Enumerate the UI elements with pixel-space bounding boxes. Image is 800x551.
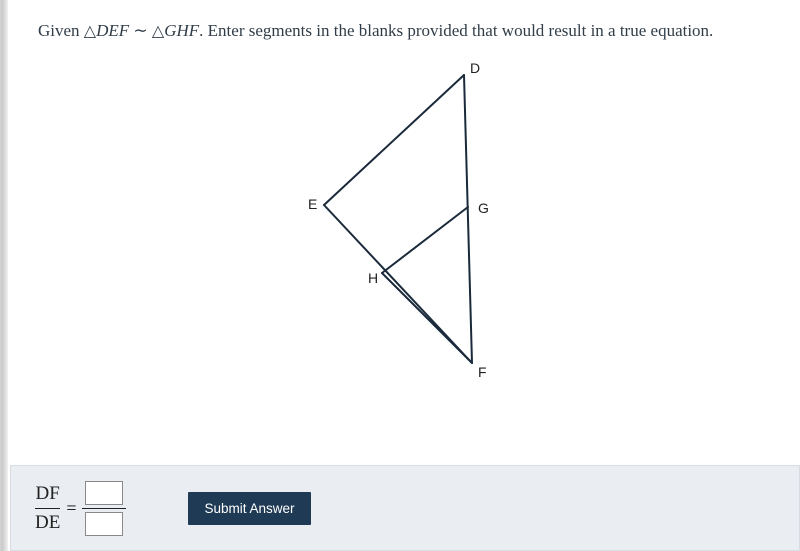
rhs-fraction-bar [82, 508, 126, 509]
lhs-fraction-bar [35, 508, 60, 509]
svg-text:F: F [478, 364, 487, 380]
triangle-diagram: D E G H F [224, 55, 584, 385]
svg-text:E: E [308, 196, 317, 212]
equals-sign: = [66, 498, 76, 519]
equation-row: DF DE = [35, 481, 126, 536]
diagram-area: D E G H F [38, 55, 770, 395]
svg-text:G: G [478, 200, 489, 216]
submit-answer-button[interactable]: Submit Answer [188, 492, 310, 525]
rhs-denominator-input[interactable] [85, 512, 123, 536]
rhs-fraction [82, 481, 126, 536]
triangle-name-2: GHF [164, 21, 199, 40]
rhs-numerator-input[interactable] [85, 481, 123, 505]
similarity-symbol: ∼ [129, 21, 152, 40]
triangle-name-1: DEF [96, 21, 129, 40]
prompt-pre: Given [38, 21, 84, 40]
svg-text:D: D [470, 60, 480, 76]
svg-text:H: H [368, 270, 378, 286]
answer-bar: DF DE = Submit Answer [10, 465, 800, 551]
lhs-numerator: DF [36, 482, 60, 506]
triangle-symbol-2: △ [152, 20, 164, 45]
question-content: Given △DEF ∼ △GHF. Enter segments in the… [8, 0, 800, 395]
question-prompt: Given △DEF ∼ △GHF. Enter segments in the… [38, 18, 770, 45]
page-left-shadow [2, 0, 8, 551]
triangle-symbol-1: △ [84, 20, 96, 45]
prompt-post: . Enter segments in the blanks provided … [199, 21, 713, 40]
lhs-denominator: DE [35, 511, 60, 535]
lhs-fraction: DF DE [35, 482, 60, 535]
